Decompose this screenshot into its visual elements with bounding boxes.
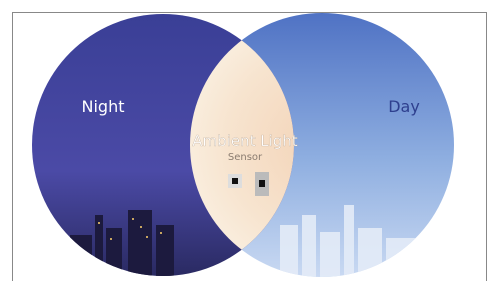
page: Night Day Ambient Light Sensor (() => { … (0, 0, 497, 281)
center-title: Ambient Light (192, 132, 297, 150)
venn-diagram: Night Day Ambient Light Sensor (0, 0, 497, 281)
center-subtitle: Sensor (228, 152, 263, 163)
right-label: Day (388, 97, 420, 116)
sensor-dot (232, 178, 238, 184)
sensor-dot (259, 180, 265, 187)
left-label: Night (82, 97, 125, 116)
